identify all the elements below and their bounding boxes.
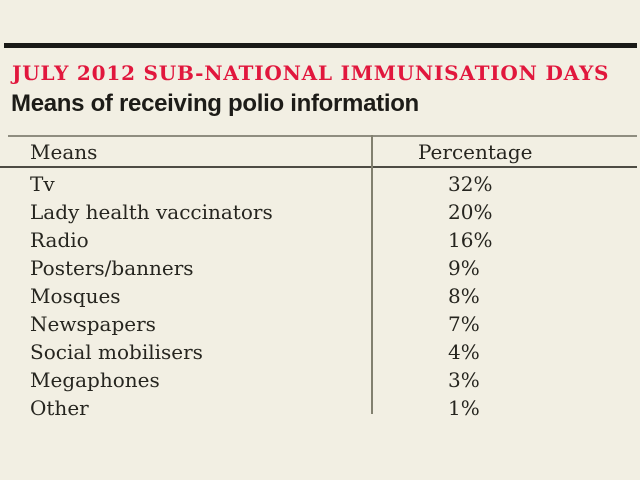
- means-cell: Radio: [30, 228, 89, 252]
- percentage-cell: 32%: [448, 172, 493, 196]
- percentage-cell: 1%: [448, 396, 480, 420]
- means-cell: Newspapers: [30, 312, 156, 336]
- table-row: Social mobilisers 4%: [0, 338, 640, 366]
- percentage-cell: 16%: [448, 228, 493, 252]
- percentage-cell: 4%: [448, 340, 480, 364]
- table-row: Tv 32%: [0, 170, 640, 198]
- table-row: Posters/banners 9%: [0, 254, 640, 282]
- percentage-cell: 3%: [448, 368, 480, 392]
- means-cell: Lady health vaccinators: [30, 200, 273, 224]
- means-cell: Tv: [30, 172, 55, 196]
- kicker-heading: JULY 2012 SUB-NATIONAL IMMUNISATION DAYS: [12, 61, 610, 85]
- table-row: Megaphones 3%: [0, 366, 640, 394]
- table-header-row: Means Percentage: [0, 139, 640, 165]
- top-rule: [4, 43, 637, 48]
- means-cell: Mosques: [30, 284, 121, 308]
- page-title: Means of receiving polio information: [11, 90, 419, 117]
- column-header-percentage: Percentage: [418, 140, 533, 164]
- table-row: Mosques 8%: [0, 282, 640, 310]
- table-top-border: [8, 135, 637, 137]
- header-separator-line: [0, 166, 637, 168]
- percentage-cell: 8%: [448, 284, 480, 308]
- means-cell: Other: [30, 396, 89, 420]
- table-row: Other 1%: [0, 394, 640, 422]
- percentage-cell: 9%: [448, 256, 480, 280]
- means-cell: Megaphones: [30, 368, 160, 392]
- column-header-means: Means: [30, 140, 98, 164]
- column-divider-line: [371, 135, 373, 414]
- table-row: Lady health vaccinators 20%: [0, 198, 640, 226]
- means-cell: Social mobilisers: [30, 340, 203, 364]
- percentage-cell: 20%: [448, 200, 493, 224]
- table-row: Newspapers 7%: [0, 310, 640, 338]
- table-row: Radio 16%: [0, 226, 640, 254]
- percentage-cell: 7%: [448, 312, 480, 336]
- means-cell: Posters/banners: [30, 256, 194, 280]
- table-body: Tv 32% Lady health vaccinators 20% Radio 16% P…: [0, 170, 640, 422]
